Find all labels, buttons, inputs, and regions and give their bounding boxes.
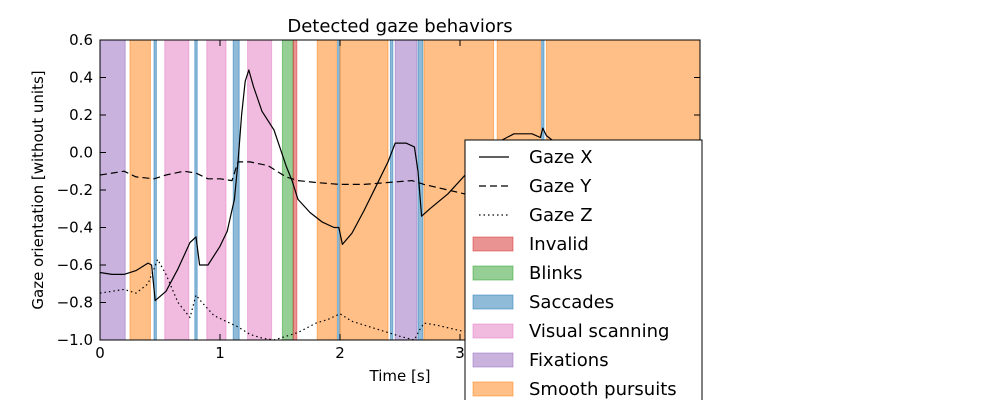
legend-entry-blinks: Blinks bbox=[472, 263, 583, 284]
y-tick-label: 0.6 bbox=[69, 31, 93, 49]
legend-entry-gaze-y: Gaze Y bbox=[479, 176, 592, 197]
series-gaze-z bbox=[99, 258, 700, 341]
legend-label: Gaze Z bbox=[529, 205, 593, 226]
y-axis-label: Gaze orientation [without units] bbox=[29, 70, 47, 309]
y-tick-label: −1.0 bbox=[57, 331, 93, 349]
x-tick-label: 1 bbox=[215, 344, 225, 362]
legend-entry-visual-scanning: Visual scanning bbox=[472, 321, 669, 342]
y-tick-label: 0.2 bbox=[69, 106, 93, 124]
band-fixations bbox=[394, 39, 418, 341]
legend: Gaze X Gaze Y Gaze Z Invalid Blinks Saccades V… bbox=[464, 139, 703, 400]
legend-label: Fixations bbox=[529, 350, 609, 371]
band-saccades bbox=[232, 39, 240, 341]
band-saccades bbox=[389, 39, 394, 341]
chart-title: Detected gaze behaviors bbox=[287, 16, 512, 37]
band-smooth-pursuits bbox=[316, 39, 337, 341]
legend-entry-smooth-pursuits: Smooth pursuits bbox=[472, 379, 677, 400]
legend-label: Smooth pursuits bbox=[529, 379, 677, 400]
legend-swatch bbox=[472, 294, 514, 310]
legend-swatch bbox=[472, 265, 514, 281]
y-tick-label: −0.2 bbox=[57, 181, 93, 199]
band-saccades bbox=[194, 39, 198, 341]
band-visual-scanning bbox=[164, 39, 190, 341]
y-axis: 0.6 0.4 0.2 0.0 −0.2 −0.4 −0.6 −0.8 −1.0 bbox=[57, 31, 700, 349]
x-axis: 0 1 2 3 bbox=[95, 40, 465, 362]
legend-swatch bbox=[472, 236, 514, 252]
legend-swatch bbox=[472, 352, 514, 368]
band-visual-scanning bbox=[247, 39, 273, 341]
x-tick-label: 3 bbox=[455, 344, 465, 362]
legend-label: Visual scanning bbox=[529, 321, 669, 342]
legend-entry-invalid: Invalid bbox=[472, 234, 589, 255]
legend-label: Gaze X bbox=[529, 147, 593, 168]
band-visual-scanning bbox=[206, 39, 227, 341]
y-tick-label: −0.4 bbox=[57, 219, 93, 237]
y-tick-label: −0.6 bbox=[57, 256, 93, 274]
legend-label: Saccades bbox=[529, 292, 614, 313]
legend-label: Blinks bbox=[529, 263, 583, 284]
legend-entry-saccades: Saccades bbox=[472, 292, 614, 313]
band-smooth-pursuits bbox=[129, 39, 151, 341]
y-tick-label: −0.8 bbox=[57, 294, 93, 312]
legend-entry-gaze-z: Gaze Z bbox=[479, 205, 593, 226]
band-smooth-pursuits bbox=[339, 39, 389, 341]
x-tick-label: 2 bbox=[335, 344, 345, 362]
band-saccades bbox=[417, 39, 424, 341]
x-tick-label: 0 bbox=[95, 344, 105, 362]
legend-entry-fixations: Fixations bbox=[472, 350, 609, 371]
band-blinks bbox=[281, 39, 294, 341]
legend-swatch bbox=[472, 323, 514, 339]
y-tick-label: 0.0 bbox=[69, 144, 93, 162]
legend-label: Gaze Y bbox=[529, 176, 592, 197]
x-axis-label: Time [s] bbox=[369, 367, 431, 385]
series-gaze-y bbox=[99, 161, 701, 200]
y-tick-label: 0.4 bbox=[69, 69, 93, 87]
legend-entry-gaze-x: Gaze X bbox=[479, 147, 593, 168]
legend-swatch bbox=[472, 381, 514, 397]
legend-label: Invalid bbox=[529, 234, 589, 255]
